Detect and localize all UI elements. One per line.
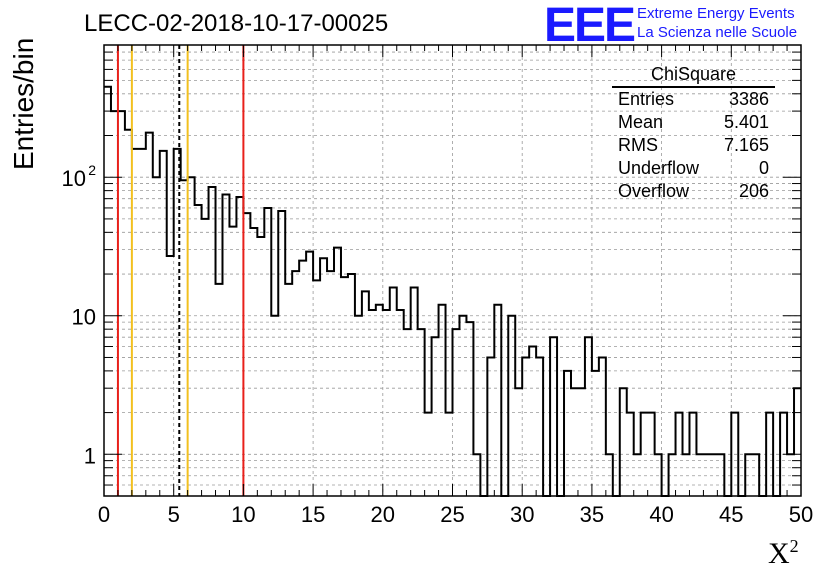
x-tick-label: 30 — [510, 502, 534, 527]
y-axis-label: Entries/bin — [8, 37, 39, 170]
y-tick-label: 1 — [84, 443, 96, 468]
stats-value: 3386 — [728, 89, 769, 109]
chart-title: LECC-02-2018-10-17-00025 — [84, 10, 389, 37]
x-tick-label: 20 — [371, 502, 395, 527]
stats-row: Entries 3386 — [612, 88, 777, 111]
x-tick-label: 25 — [440, 502, 464, 527]
stats-label: Mean — [618, 112, 664, 132]
x-tick-label: 15 — [301, 502, 325, 527]
stats-label: Overflow — [618, 181, 690, 201]
stats-value: 206 — [738, 181, 769, 201]
x-tick-label: 45 — [719, 502, 743, 527]
histogram-line — [104, 85, 801, 497]
reference-lines — [116, 45, 245, 496]
logo-line2: La Scienza nelle Scuole — [637, 24, 798, 41]
eee-logo: EEE — [544, 0, 636, 52]
y-tick-label-exponent: 2 — [88, 162, 96, 178]
x-tick-label: 35 — [580, 502, 604, 527]
stats-value: 0 — [758, 158, 769, 178]
stats-label: Entries — [618, 89, 675, 109]
x-tick-label: 50 — [789, 502, 813, 527]
stats-value: 5.401 — [723, 112, 769, 132]
stats-row: Underflow 0 — [612, 157, 777, 180]
x-axis-label-sup: 2 — [789, 536, 799, 556]
x-tick-label: 10 — [231, 502, 255, 527]
x-tick-label: 5 — [168, 502, 180, 527]
histogram-series — [104, 85, 801, 497]
stats-rows: Entries 3386 Mean 5.401 RMS 7.165 Underflow 0 Ov… — [612, 88, 777, 203]
x-tick-label: 40 — [649, 502, 673, 527]
logo-text: Extreme Energy Events La Scienza nelle S… — [637, 4, 797, 42]
x-tick-label: 0 — [98, 502, 110, 527]
stats-row: RMS 7.165 — [612, 134, 777, 157]
x-axis-label: X2 — [768, 536, 799, 571]
stats-row: Overflow 206 — [612, 180, 777, 203]
stats-row: Mean 5.401 — [612, 111, 777, 134]
stats-label: Underflow — [618, 158, 700, 178]
stats-label: RMS — [618, 135, 658, 155]
stats-box: ChiSquare Entries 3386 Mean 5.401 RMS 7.165 Un… — [612, 64, 777, 203]
stats-title: ChiSquare — [612, 64, 775, 88]
stats-value: 7.165 — [723, 135, 769, 155]
x-axis-label-base: X — [768, 537, 790, 570]
y-tick-label: 10 — [62, 166, 86, 191]
logo-line1: Extreme Energy Events — [637, 5, 795, 22]
x-tick-labels: 0 5 10 15 20 25 30 35 40 45 50 — [98, 502, 813, 527]
y-tick-label: 10 — [72, 305, 96, 330]
axis-ticks — [103, 44, 802, 497]
